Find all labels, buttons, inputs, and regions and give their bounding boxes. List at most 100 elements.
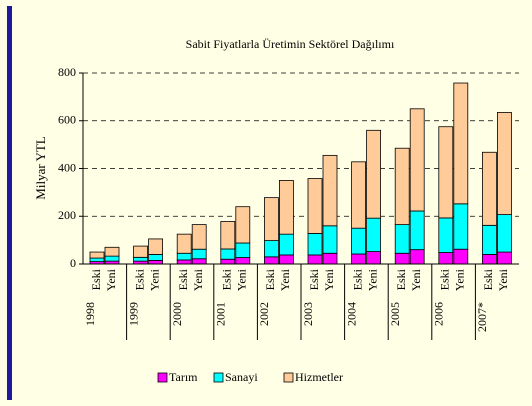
x-tick-label: Eski bbox=[350, 268, 364, 290]
x-tick-label: Yeni bbox=[147, 268, 161, 291]
x-tick-label: Eski bbox=[481, 268, 495, 290]
x-tick-label: Yeni bbox=[409, 268, 423, 291]
group-label: 2005 bbox=[388, 302, 402, 326]
bar-segment bbox=[104, 246, 120, 257]
bar-segment bbox=[366, 129, 382, 219]
bar-segment bbox=[496, 111, 512, 215]
legend-swatch bbox=[283, 372, 294, 383]
bar-segment bbox=[453, 248, 469, 265]
x-tick-label: Yeni bbox=[235, 268, 249, 291]
x-tick-label: Eski bbox=[132, 268, 146, 290]
bar-segment bbox=[394, 224, 410, 254]
bar-segment bbox=[133, 256, 149, 262]
y-axis-label: Milyar YTL bbox=[33, 136, 48, 199]
bar-segment bbox=[453, 203, 469, 250]
bar-segment bbox=[307, 178, 323, 234]
bar-segment bbox=[176, 233, 192, 254]
x-tick-label: Yeni bbox=[191, 268, 205, 291]
x-tick-label: Yeni bbox=[453, 268, 467, 291]
bar-segment bbox=[263, 256, 279, 265]
bar-segment bbox=[263, 197, 279, 242]
bar-segment bbox=[278, 254, 294, 265]
bar-segment bbox=[148, 254, 164, 261]
x-tick-label: Eski bbox=[89, 268, 103, 290]
bar-segment bbox=[133, 245, 149, 258]
x-tick-label: Eski bbox=[307, 268, 321, 290]
legend-label: Tarım bbox=[169, 370, 198, 384]
side-bar bbox=[7, 6, 12, 400]
x-tick-label: Eski bbox=[438, 268, 452, 290]
x-tick-label: Eski bbox=[220, 268, 234, 290]
bar-segment bbox=[89, 257, 105, 263]
bar-segment bbox=[176, 252, 192, 261]
group-label: 1998 bbox=[83, 302, 97, 326]
bar-segment bbox=[366, 251, 382, 265]
bar-segment bbox=[394, 147, 410, 226]
bar-segment bbox=[322, 225, 338, 254]
bar-segment bbox=[148, 260, 164, 265]
group-label: 2000 bbox=[170, 302, 184, 326]
bar-segment bbox=[438, 217, 454, 253]
legend-swatch bbox=[213, 372, 224, 383]
group-label: 2001 bbox=[214, 302, 228, 326]
bar-segment bbox=[322, 154, 338, 227]
bar-segment bbox=[409, 210, 425, 251]
bar-segment bbox=[307, 233, 323, 256]
bar-segment bbox=[220, 221, 236, 250]
bar-segment bbox=[220, 248, 236, 260]
x-tick-label: Yeni bbox=[278, 268, 292, 291]
bar-segment bbox=[438, 126, 454, 219]
bar-segment bbox=[438, 252, 454, 265]
bar-segment bbox=[481, 151, 497, 226]
bar-segment bbox=[496, 251, 512, 265]
bar-segment bbox=[481, 224, 497, 255]
group-label: 2006 bbox=[432, 302, 446, 326]
bar-segment bbox=[394, 252, 410, 265]
bar-segment bbox=[278, 233, 294, 256]
bar-segment bbox=[104, 255, 120, 262]
group-label: 2004 bbox=[344, 302, 358, 326]
legend-label: Hizmetler bbox=[295, 370, 343, 384]
bar-segment bbox=[148, 238, 164, 255]
bar-segment bbox=[409, 108, 425, 212]
bar-segment bbox=[366, 217, 382, 252]
group-label: 2003 bbox=[301, 302, 315, 326]
bar-segment bbox=[351, 161, 367, 229]
bar-segment bbox=[176, 259, 192, 265]
bar-segment bbox=[235, 242, 251, 258]
bar-segment bbox=[235, 206, 251, 244]
x-tick-label: Yeni bbox=[496, 268, 510, 291]
x-tick-label: Eski bbox=[263, 268, 277, 290]
bar-segment bbox=[351, 227, 367, 255]
x-tick-label: Yeni bbox=[104, 268, 118, 291]
bar-segment bbox=[322, 252, 338, 265]
x-tick-label: Yeni bbox=[365, 268, 379, 291]
y-tick-label: 200 bbox=[58, 208, 76, 222]
chart-title: Sabit Fiyatlarla Üretimin Sektörel Dağıl… bbox=[186, 37, 395, 51]
legend-label: Sanayi bbox=[225, 370, 258, 384]
bar-segment bbox=[409, 249, 425, 265]
legend-swatch bbox=[157, 372, 168, 383]
bar-segment bbox=[191, 248, 207, 260]
y-tick-label: 600 bbox=[58, 113, 76, 127]
x-tick-label: Yeni bbox=[322, 268, 336, 291]
x-tick-label: Eski bbox=[176, 268, 190, 290]
y-tick-label: 0 bbox=[70, 256, 76, 270]
bar-segment bbox=[481, 254, 497, 265]
bar-segment bbox=[235, 257, 251, 265]
bar-segment bbox=[89, 251, 105, 259]
group-label: 2007* bbox=[475, 302, 489, 332]
x-tick-label: Eski bbox=[394, 268, 408, 290]
y-tick-label: 400 bbox=[58, 160, 76, 174]
bar-segment bbox=[263, 240, 279, 258]
group-label: 2002 bbox=[257, 302, 271, 326]
bar-segment bbox=[278, 180, 294, 235]
bar-segment bbox=[496, 214, 512, 253]
y-tick-label: 800 bbox=[58, 65, 76, 79]
bar-segment bbox=[453, 82, 469, 205]
bar-segment bbox=[191, 258, 207, 265]
bar-segment bbox=[351, 253, 367, 265]
bar-segment bbox=[191, 224, 207, 250]
group-label: 1999 bbox=[126, 302, 140, 326]
